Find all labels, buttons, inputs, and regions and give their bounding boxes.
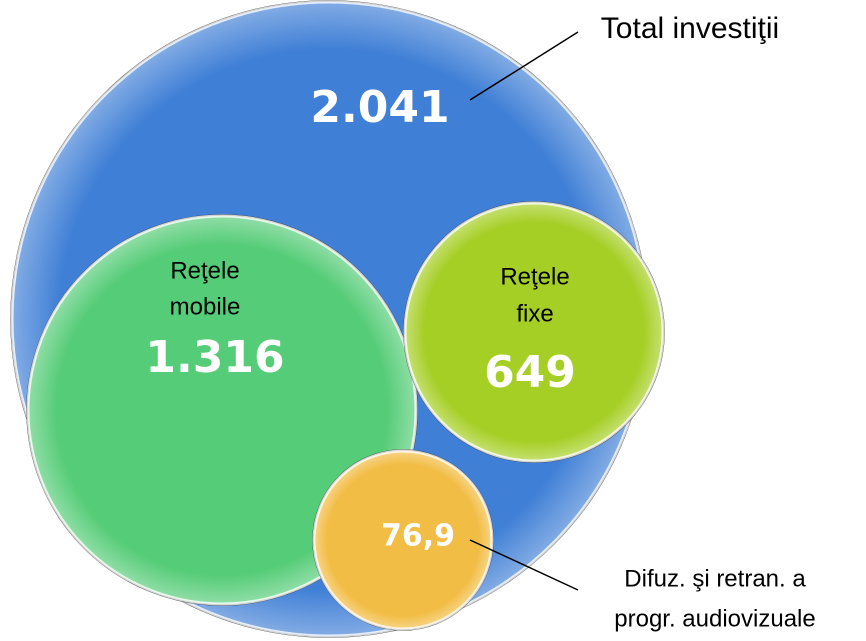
leader-line bbox=[469, 539, 579, 591]
series-label: Reţele bbox=[170, 257, 239, 284]
value-label: 1.316 bbox=[145, 332, 284, 383]
value-label: 2.041 bbox=[310, 82, 449, 133]
value-label: 649 bbox=[484, 347, 576, 398]
value-label: 76,9 bbox=[381, 519, 455, 554]
series-label: progr. audiovizuale bbox=[614, 605, 815, 632]
total-label: Total investiţii bbox=[601, 12, 779, 45]
series-label: Reţele bbox=[500, 263, 569, 290]
circle-highlight bbox=[312, 449, 494, 631]
circle-highlight bbox=[403, 201, 665, 463]
series-label: mobile bbox=[170, 293, 241, 320]
leader-line bbox=[469, 31, 579, 101]
series-label: Difuz. şi retran. a bbox=[624, 565, 806, 592]
series-label: fixe bbox=[516, 300, 553, 327]
